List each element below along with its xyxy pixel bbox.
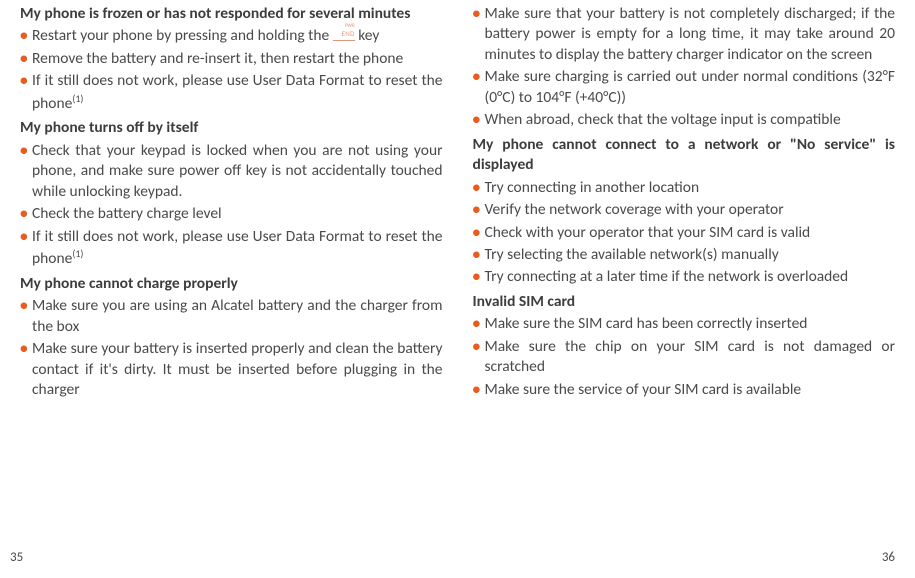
list-item: Check the battery charge level bbox=[20, 204, 443, 224]
section-title: Invalid SIM card bbox=[473, 292, 896, 312]
bullet-list: Check that your keypad is locked when yo… bbox=[20, 141, 443, 270]
left-column: My phone is frozen or has not responded … bbox=[20, 4, 443, 540]
list-item: Make sure that your battery is not compl… bbox=[473, 4, 896, 65]
list-item: When abroad, check that the voltage inpu… bbox=[473, 110, 896, 130]
footnote-ref: (1) bbox=[72, 247, 83, 260]
bullet-list: Make sure that your battery is not compl… bbox=[473, 4, 896, 131]
footnote-ref: (1) bbox=[72, 92, 83, 105]
list-item: Check that your keypad is locked when yo… bbox=[20, 141, 443, 202]
section-title: My phone cannot charge properly bbox=[20, 274, 443, 294]
section-title: My phone turns off by itself bbox=[20, 118, 443, 138]
page-spread: My phone is frozen or has not responded … bbox=[0, 0, 915, 540]
list-item: Make sure the service of your SIM card i… bbox=[473, 380, 896, 400]
right-column: Make sure that your battery is not compl… bbox=[473, 4, 896, 540]
list-item: Try connecting in another location bbox=[473, 178, 896, 198]
list-item: If it still does not work, please use Us… bbox=[20, 227, 443, 270]
list-item: Verify the network coverage with your op… bbox=[473, 200, 896, 220]
list-item: Make sure the SIM card has been correctl… bbox=[473, 314, 896, 334]
bullet-list: Make sure you are using an Alcatel batte… bbox=[20, 296, 443, 400]
list-item: Remove the battery and re-insert it, the… bbox=[20, 49, 443, 69]
section-title: My phone is frozen or has not responded … bbox=[20, 4, 443, 24]
page-footer: 35 36 bbox=[0, 540, 915, 565]
list-item: Make sure charging is carried out under … bbox=[473, 67, 896, 108]
list-item: Try connecting at a later time if the ne… bbox=[473, 267, 896, 287]
section-title: My phone cannot connect to a network or … bbox=[473, 135, 896, 176]
list-item: Make sure your battery is inserted prope… bbox=[20, 339, 443, 400]
list-item: Try selecting the available network(s) m… bbox=[473, 245, 896, 265]
end-key-icon bbox=[333, 26, 355, 41]
bullet-list: Try connecting in another location Verif… bbox=[473, 178, 896, 288]
page-number-left: 35 bbox=[10, 550, 23, 565]
bullet-list: Make sure the SIM card has been correctl… bbox=[473, 314, 896, 400]
list-item: If it still does not work, please use Us… bbox=[20, 71, 443, 114]
list-item: Make sure the chip on your SIM card is n… bbox=[473, 337, 896, 378]
page-number-right: 36 bbox=[882, 550, 895, 565]
list-item: Check with your operator that your SIM c… bbox=[473, 223, 896, 243]
list-item: Make sure you are using an Alcatel batte… bbox=[20, 296, 443, 337]
bullet-list: Restart your phone by pressing and holdi… bbox=[20, 26, 443, 114]
list-item: Restart your phone by pressing and holdi… bbox=[20, 26, 443, 46]
